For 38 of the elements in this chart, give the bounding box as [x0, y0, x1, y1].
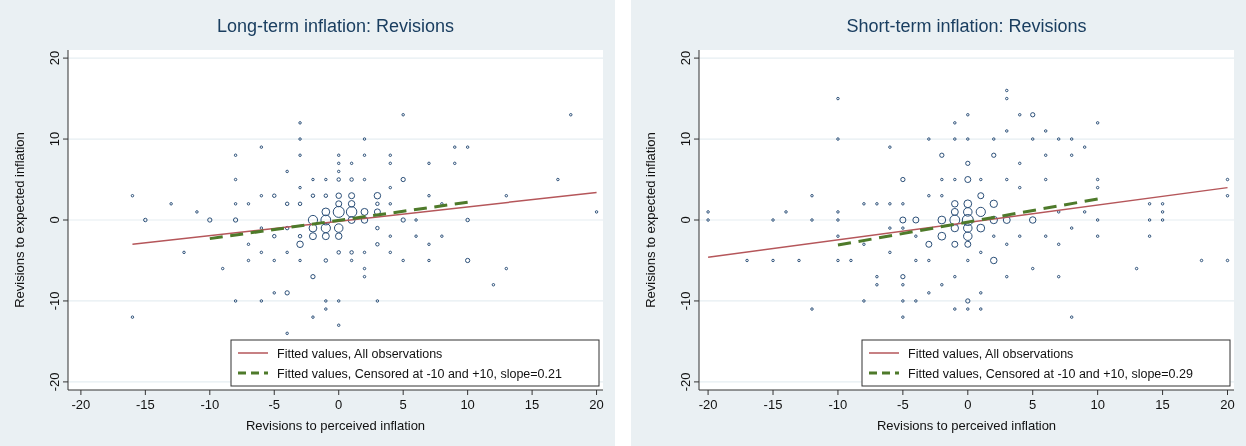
legend-label: Fitted values, All observations	[277, 346, 443, 361]
y-axis-title: Revisions to expected inflation	[643, 132, 658, 308]
x-tick-label: 10	[1090, 397, 1105, 412]
legend-label: Fitted values, All observations	[908, 346, 1074, 361]
x-tick-label: -20	[698, 397, 718, 412]
x-tick-label: -15	[763, 397, 783, 412]
x-tick-label: 15	[524, 397, 540, 412]
x-axis-title: Revisions to perceived inflation	[245, 418, 426, 433]
x-tick-label: 20	[1220, 397, 1235, 412]
x-tick-label: 10	[460, 397, 475, 412]
x-tick-label: 0	[964, 397, 972, 412]
y-tick-label: 0	[47, 216, 62, 224]
y-tick-label: -20	[678, 372, 693, 392]
x-tick-label: 5	[399, 397, 407, 412]
x-tick-label: -20	[71, 397, 91, 412]
y-tick-label: 10	[47, 131, 62, 147]
y-tick-label: 10	[678, 131, 693, 147]
x-tick-label: 15	[1155, 397, 1170, 412]
y-tick-label: 0	[678, 216, 693, 224]
legend-label: Fitted values, Censored at -10 and +10, slope=0.21	[277, 366, 562, 381]
x-tick-label: 0	[335, 397, 343, 412]
y-tick-label: 20	[47, 50, 62, 66]
x-tick-label: 20	[589, 397, 604, 412]
y-tick-label: -10	[47, 291, 62, 311]
x-tick-label: -10	[200, 397, 220, 412]
y-tick-label: 20	[678, 50, 693, 66]
y-tick-label: -10	[678, 291, 693, 311]
chart-title: Long-term inflation: Revisions	[216, 16, 455, 36]
x-tick-label: 5	[1029, 397, 1037, 412]
x-tick-label: -15	[135, 397, 155, 412]
legend-label: Fitted values, Censored at -10 and +10, slope=0.29	[908, 366, 1193, 381]
y-axis-title: Revisions to expected inflation	[12, 132, 27, 308]
y-tick-label: -20	[47, 372, 62, 392]
x-axis-title: Revisions to perceived inflation	[876, 418, 1057, 433]
x-tick-label: -10	[828, 397, 848, 412]
x-tick-label: -5	[268, 397, 281, 412]
chart-title: Short-term inflation: Revisions	[846, 16, 1087, 36]
x-tick-label: -5	[897, 397, 909, 412]
